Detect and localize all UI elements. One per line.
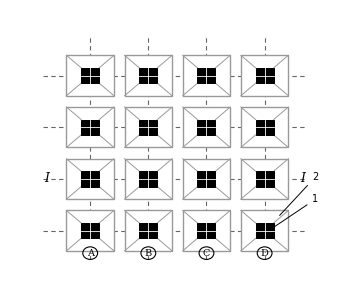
Bar bbox=[124, 159, 172, 199]
Bar bbox=[183, 159, 230, 199]
Bar bbox=[241, 55, 288, 96]
Bar bbox=[124, 107, 172, 147]
Bar bbox=[81, 171, 99, 187]
Bar bbox=[241, 211, 288, 251]
Bar bbox=[241, 159, 288, 199]
Text: C: C bbox=[203, 248, 210, 258]
Text: 2: 2 bbox=[280, 172, 318, 215]
Bar bbox=[256, 171, 273, 187]
Text: A: A bbox=[87, 248, 94, 258]
Bar bbox=[183, 211, 230, 251]
Bar bbox=[66, 55, 114, 96]
Bar bbox=[139, 171, 157, 187]
Bar bbox=[139, 223, 157, 238]
Bar bbox=[197, 223, 216, 238]
Bar bbox=[241, 107, 288, 147]
Bar bbox=[66, 159, 114, 199]
Bar bbox=[66, 211, 114, 251]
Bar bbox=[183, 107, 230, 147]
Bar bbox=[256, 223, 273, 238]
Text: 1: 1 bbox=[273, 194, 318, 227]
Bar bbox=[256, 68, 273, 83]
Text: B: B bbox=[145, 248, 152, 258]
Bar bbox=[81, 120, 99, 135]
Bar bbox=[81, 68, 99, 83]
Bar bbox=[139, 68, 157, 83]
Bar bbox=[66, 107, 114, 147]
Text: D: D bbox=[261, 248, 269, 258]
Bar bbox=[139, 120, 157, 135]
Bar bbox=[197, 120, 216, 135]
Bar bbox=[197, 68, 216, 83]
Bar bbox=[183, 55, 230, 96]
Bar bbox=[256, 120, 273, 135]
Bar bbox=[124, 55, 172, 96]
Bar bbox=[124, 211, 172, 251]
Text: I: I bbox=[44, 173, 49, 185]
Bar bbox=[81, 223, 99, 238]
Text: I: I bbox=[300, 173, 306, 185]
Bar bbox=[197, 171, 216, 187]
